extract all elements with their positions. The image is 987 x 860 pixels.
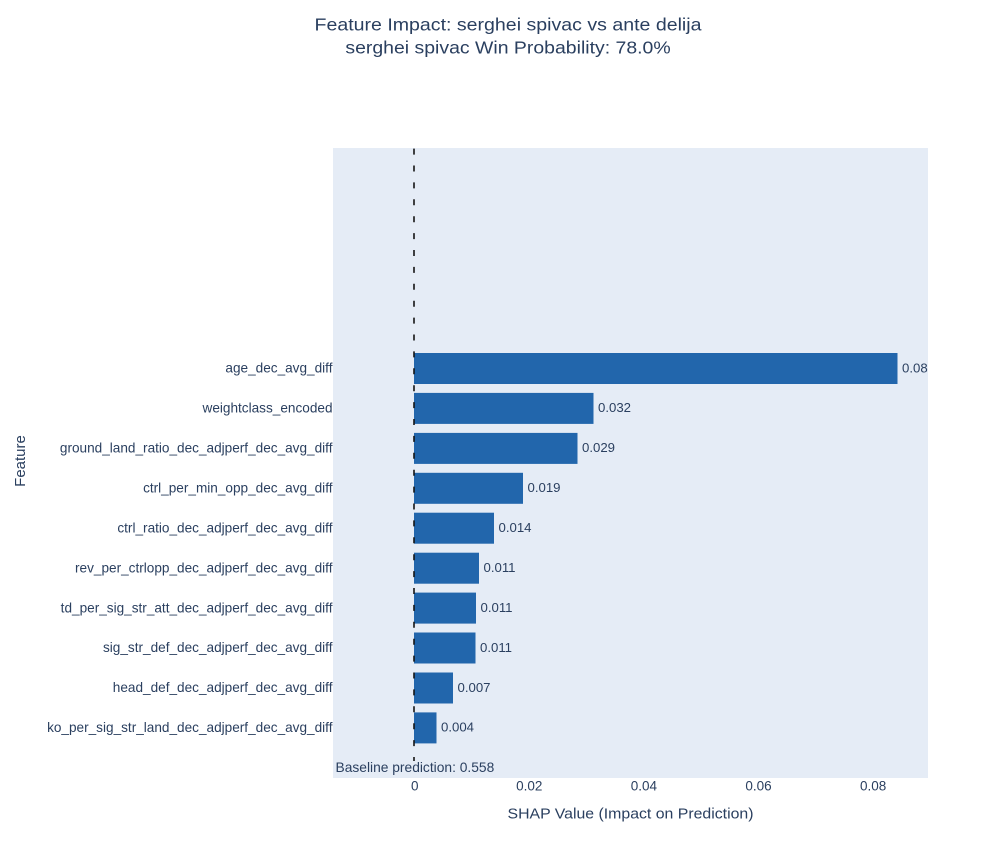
svg-text:td_per_sig_str_att_dec_adjperf: td_per_sig_str_att_dec_adjperf_dec_avg_d… [61, 600, 333, 615]
svg-text:weightclass_encoded: weightclass_encoded [202, 401, 333, 416]
svg-text:ko_per_sig_str_land_dec_adjper: ko_per_sig_str_land_dec_adjperf_dec_avg_… [47, 720, 333, 735]
svg-text:Feature Impact: serghei spivac: Feature Impact: serghei spivac vs ante d… [315, 15, 702, 35]
svg-text:0.014: 0.014 [499, 520, 532, 535]
svg-text:0.019: 0.019 [528, 480, 561, 495]
svg-text:age_dec_avg_diff: age_dec_avg_diff [225, 361, 332, 376]
svg-text:ground_land_ratio_dec_adjperf_: ground_land_ratio_dec_adjperf_dec_avg_di… [60, 441, 333, 456]
svg-text:sig_str_def_dec_adjperf_dec_av: sig_str_def_dec_adjperf_dec_avg_diff [103, 640, 333, 655]
svg-text:serghei spivac Win Probability: serghei spivac Win Probability: 78.0% [345, 37, 670, 57]
svg-text:SHAP Value (Impact on Predicti: SHAP Value (Impact on Prediction) [508, 806, 754, 823]
svg-text:0.06: 0.06 [745, 779, 771, 794]
svg-text:0: 0 [411, 779, 419, 794]
svg-text:0.02: 0.02 [516, 779, 542, 794]
svg-text:rev_per_ctrlopp_dec_adjperf_de: rev_per_ctrlopp_dec_adjperf_dec_avg_diff [75, 560, 333, 575]
svg-text:Feature: Feature [12, 435, 29, 487]
svg-text:head_def_dec_adjperf_dec_avg_d: head_def_dec_adjperf_dec_avg_diff [113, 680, 333, 695]
svg-text:Baseline prediction: 0.558: Baseline prediction: 0.558 [336, 760, 495, 775]
svg-text:0.08: 0.08 [860, 779, 886, 794]
svg-text:0.007: 0.007 [458, 680, 491, 695]
svg-text:ctrl_per_min_opp_dec_avg_diff: ctrl_per_min_opp_dec_avg_diff [143, 481, 333, 496]
svg-text:0.011: 0.011 [481, 600, 513, 615]
svg-text:0.08: 0.08 [902, 360, 928, 375]
svg-text:0.011: 0.011 [484, 560, 516, 575]
svg-text:0.04: 0.04 [631, 779, 658, 794]
svg-text:0.029: 0.029 [582, 440, 615, 455]
svg-text:0.011: 0.011 [480, 640, 512, 655]
svg-text:ctrl_ratio_dec_adjperf_dec_avg: ctrl_ratio_dec_adjperf_dec_avg_diff [117, 520, 332, 535]
svg-text:0.032: 0.032 [598, 400, 631, 415]
svg-text:0.004: 0.004 [441, 720, 474, 735]
